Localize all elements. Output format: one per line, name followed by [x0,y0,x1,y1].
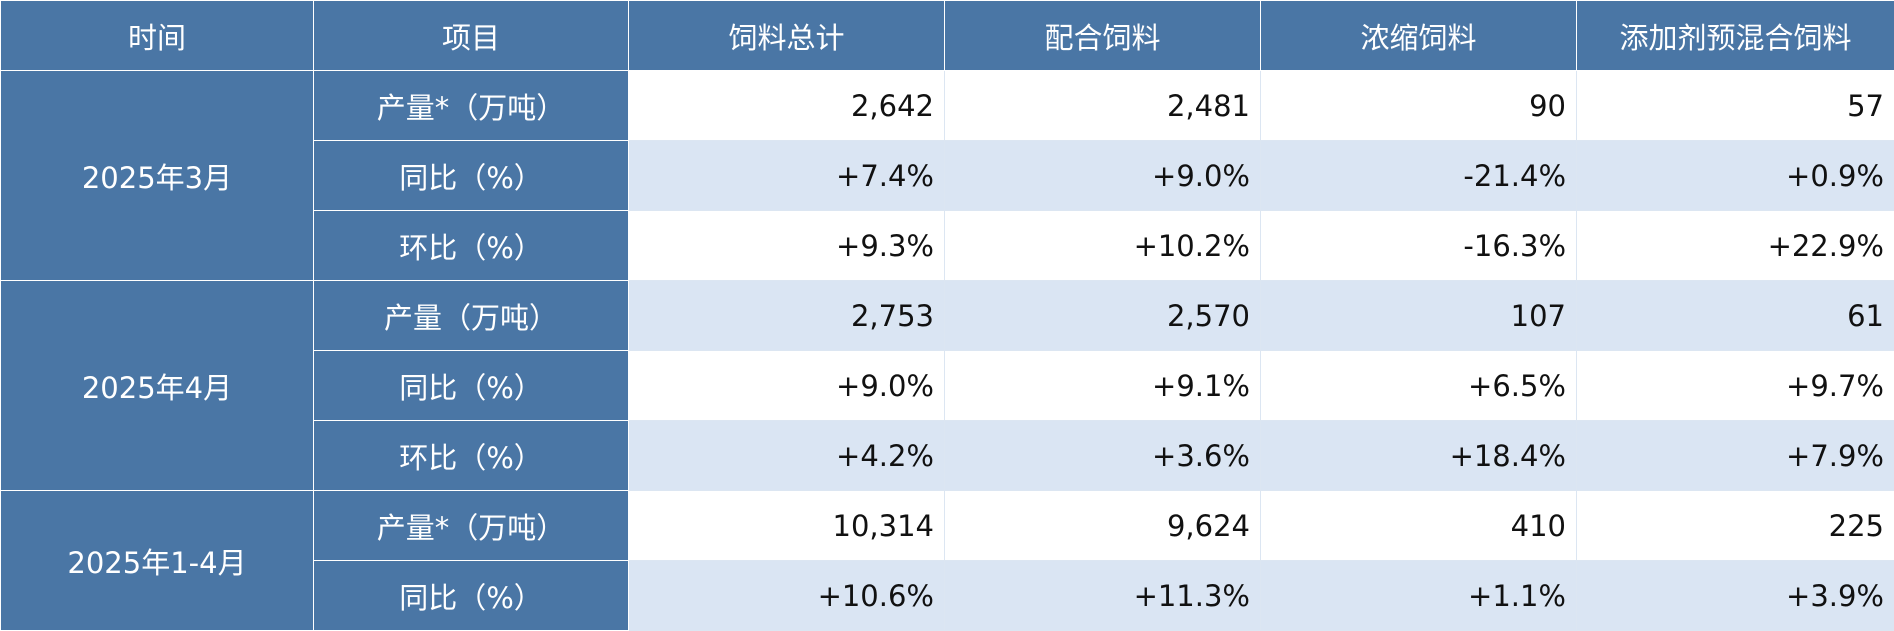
period-cell: 2025年4月 [1,281,314,491]
column-header: 添加剂预混合饲料 [1577,1,1894,71]
value-cell: 57 [1577,71,1894,141]
period-cell: 2025年1-4月 [1,491,314,631]
value-cell: 90 [1261,71,1577,141]
value-cell: +0.9% [1577,141,1894,211]
value-cell: 2,753 [629,281,945,351]
column-header: 配合饲料 [945,1,1261,71]
value-cell: +9.0% [629,351,945,421]
value-cell: +10.6% [629,561,945,631]
value-cell: +10.2% [945,211,1261,281]
value-cell: +4.2% [629,421,945,491]
value-cell: +22.9% [1577,211,1894,281]
value-cell: +7.9% [1577,421,1894,491]
column-header: 时间 [1,1,314,71]
column-header: 饲料总计 [629,1,945,71]
item-cell: 同比（%） [314,561,629,631]
value-cell: -16.3% [1261,211,1577,281]
value-cell: +11.3% [945,561,1261,631]
value-cell: 410 [1261,491,1577,561]
period-cell: 2025年3月 [1,71,314,281]
item-cell: 产量*（万吨） [314,491,629,561]
value-cell: +3.9% [1577,561,1894,631]
value-cell: 225 [1577,491,1894,561]
value-cell: 9,624 [945,491,1261,561]
item-cell: 产量*（万吨） [314,71,629,141]
column-header: 浓缩饲料 [1261,1,1577,71]
value-cell: 2,570 [945,281,1261,351]
value-cell: 2,481 [945,71,1261,141]
item-cell: 同比（%） [314,141,629,211]
value-cell: +3.6% [945,421,1261,491]
value-cell: +18.4% [1261,421,1577,491]
value-cell: -21.4% [1261,141,1577,211]
value-cell: 10,314 [629,491,945,561]
value-cell: +9.1% [945,351,1261,421]
value-cell: +9.0% [945,141,1261,211]
item-cell: 环比（%） [314,211,629,281]
value-cell: 61 [1577,281,1894,351]
value-cell: +1.1% [1261,561,1577,631]
value-cell: 2,642 [629,71,945,141]
item-cell: 产量（万吨） [314,281,629,351]
value-cell: 107 [1261,281,1577,351]
item-cell: 环比（%） [314,421,629,491]
value-cell: +9.3% [629,211,945,281]
value-cell: +6.5% [1261,351,1577,421]
value-cell: +9.7% [1577,351,1894,421]
header-row: 时间项目饲料总计配合饲料浓缩饲料添加剂预混合饲料 [1,1,1894,71]
value-cell: +7.4% [629,141,945,211]
column-header: 项目 [314,1,629,71]
item-cell: 同比（%） [314,351,629,421]
